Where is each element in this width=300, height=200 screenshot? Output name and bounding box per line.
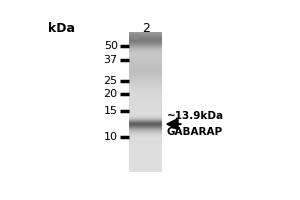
Circle shape	[134, 35, 139, 39]
Text: 25: 25	[103, 76, 118, 86]
Text: GABARAP: GABARAP	[167, 127, 223, 137]
Text: 10: 10	[104, 132, 118, 142]
Text: 2: 2	[142, 22, 150, 35]
Text: 50: 50	[104, 41, 118, 51]
Text: 37: 37	[103, 55, 118, 65]
Text: 20: 20	[103, 89, 118, 99]
Text: 15: 15	[104, 106, 118, 116]
Text: kDa: kDa	[48, 22, 75, 35]
Text: ~13.9kDa: ~13.9kDa	[167, 111, 224, 121]
